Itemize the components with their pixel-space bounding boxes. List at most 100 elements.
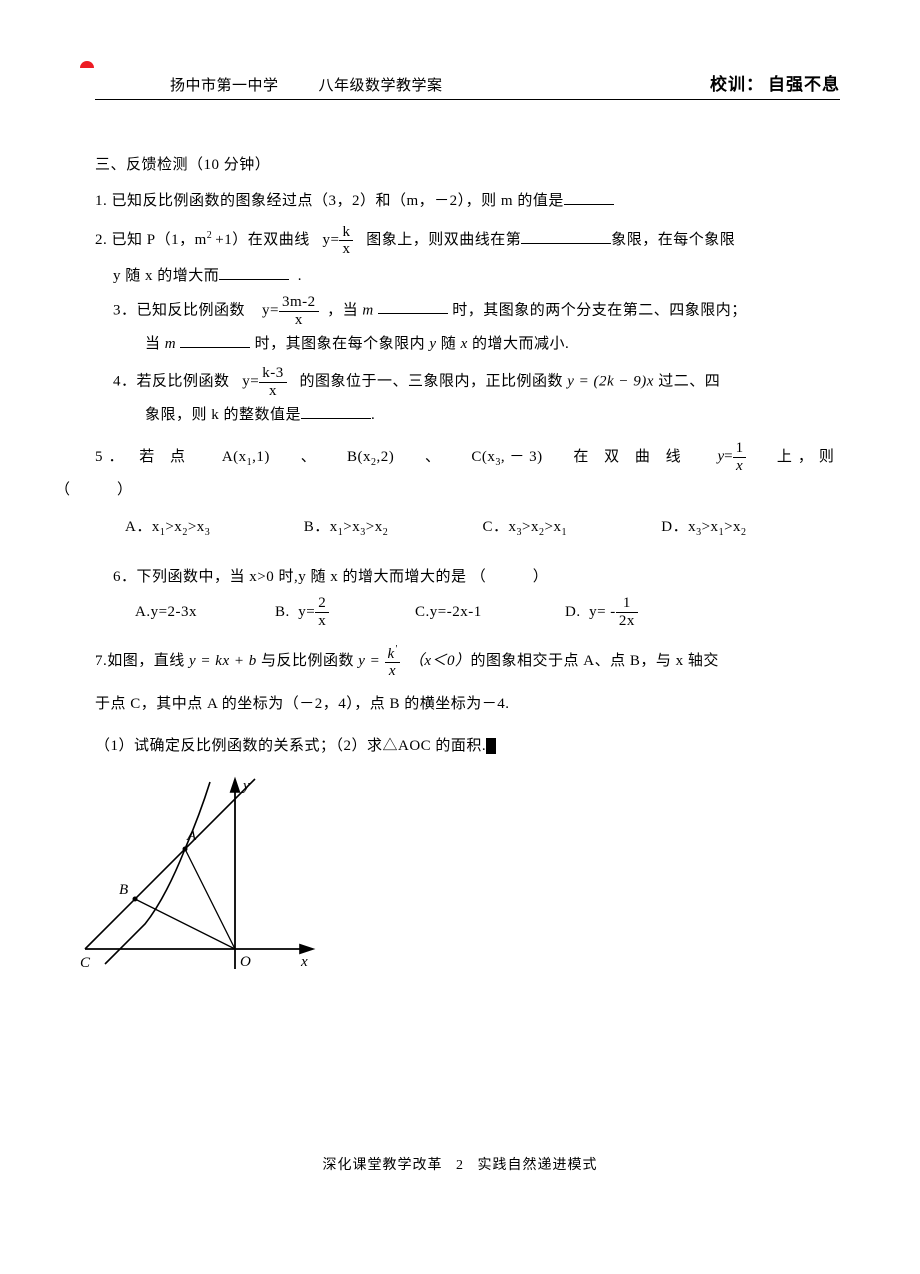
q7-mid1: 与反比例函数 — [261, 653, 354, 669]
q6-optB: B. y=2x — [275, 595, 415, 629]
q5-Bpost: ,2) — [376, 449, 394, 465]
q5-Blbl: B(x — [347, 449, 371, 465]
q5Bs0: 1 — [338, 527, 344, 538]
q2-after-blank1: 象限，在每个象限 — [611, 232, 735, 248]
q2-den: x — [339, 241, 353, 258]
q7-line3-text: （1）试确定反比例函数的关系式；（2）求△AOC 的面积. — [95, 738, 486, 754]
q5-Clbl: C(x — [471, 449, 495, 465]
question-7: 7.如图，直线 y = kx + b 与反比例函数 y = k'x （x＜0）的… — [95, 643, 840, 764]
footer: 深化课堂教学改革 2 实践自然递进模式 — [0, 1154, 920, 1174]
q6D-label: D. — [565, 597, 581, 627]
q5-optC: C．x3>x2>x1 — [483, 511, 662, 544]
figure-svg: y A B C O x — [65, 774, 325, 989]
q5-frac: 1x — [733, 440, 747, 474]
q3-blank1 — [378, 300, 448, 315]
q5Bs2: 2 — [383, 527, 389, 538]
q5-shuang: 双 — [604, 449, 625, 465]
q3-num: 3m-2 — [279, 294, 319, 312]
q7-eq1: y = kx + b — [189, 653, 257, 669]
q4-eq2: y = (2k − 9)x — [567, 373, 654, 389]
q6B-num: 2 — [315, 595, 329, 613]
q4-pre: 4．若反比例函数 — [113, 373, 230, 389]
q5-A: A(x1,1) — [222, 441, 270, 474]
q5-den: x — [733, 458, 747, 475]
q5-ze: 则 — [819, 441, 840, 474]
question-2: 2. 已知 P（1，m2 +1）在双曲线 y=kx 图象上，则双曲线在第象限，在… — [95, 222, 840, 294]
q5-optB: B．x1>x3>x2 — [304, 511, 483, 544]
q5Ds2: 2 — [741, 527, 747, 538]
q6B-y: y= — [298, 597, 315, 627]
fig-label-x: x — [300, 954, 308, 970]
q5-C: C(x3, － 3) — [471, 441, 542, 474]
q3-frac: 3m-2x — [279, 294, 319, 328]
q6D-den: 2x — [616, 613, 638, 630]
q5Ds1: 1 — [719, 527, 725, 538]
q5-num: 1 — [733, 440, 747, 458]
fig-label-B: B — [119, 882, 129, 898]
q6B-label: B. — [275, 597, 290, 627]
q5-qu: 曲 — [635, 449, 656, 465]
q5-sep1: 、 — [301, 441, 317, 474]
question-4: 4．若反比例函数 y=k-3x 的图象位于一、三象限内，正比例函数 y = (2… — [95, 365, 840, 432]
q2-sup: 2 — [207, 230, 216, 241]
q5A-label: A． — [125, 519, 152, 535]
header: 扬中市第一中学 八年级数学教学案 校训： 自强不息 — [95, 70, 840, 100]
q6D-num: 1 — [616, 595, 638, 613]
q5Ds0: 3 — [696, 527, 702, 538]
q5-neg: － — [509, 449, 525, 465]
q5-Albl: A(x — [222, 449, 247, 465]
q2-line2-pre: y 随 x 的增大而 — [113, 268, 219, 284]
footer-left: 深化课堂教学改革 — [323, 1158, 443, 1173]
q5Cs1: 2 — [539, 527, 545, 538]
q2-after-sup: +1）在双曲线 — [215, 232, 309, 248]
q5-ruo: 若 — [139, 449, 160, 465]
q4-frac: k-3x — [259, 365, 287, 399]
q2-frac: kx — [339, 224, 353, 258]
q7-ksup: ' — [395, 644, 398, 655]
q4-blank — [301, 405, 371, 420]
q5Cs0: 3 — [517, 527, 523, 538]
section-title: 三、反馈检测（10 分钟） — [95, 150, 840, 180]
q7-cond2: 的图象相交于点 A、点 B，与 x 轴交 — [471, 653, 719, 669]
q5-optA: A．x1>x2>x3 — [125, 511, 304, 544]
q6-text: 6．下列函数中，当 x>0 时,y 随 x 的增大而增大的是 （ ） — [113, 569, 548, 585]
q4-mid: 的图象位于一、三象限内，正比例函数 — [299, 373, 563, 389]
footer-page: 2 — [456, 1158, 464, 1173]
header-school: 扬中市第一中学 — [170, 74, 279, 95]
q7-k: k — [388, 646, 395, 662]
q3-line2b: 时，其图象在每个象限内 — [255, 336, 426, 352]
q3-mid1: ，当 — [327, 302, 358, 318]
q5C-label: C． — [483, 519, 509, 535]
q7-cond: （x＜0） — [409, 653, 471, 669]
q5Bs1: 3 — [360, 527, 366, 538]
question-3: 3．已知反比例函数 y=3m-2x ，当 m 时，其图象的两个分支在第二、四象限… — [95, 294, 840, 361]
cursor-icon — [486, 738, 496, 754]
q7-frac: k'x — [385, 644, 401, 680]
q3-line2d: 的增大而减小. — [472, 336, 569, 352]
q7-num: k' — [385, 644, 401, 664]
q5-choices: A．x1>x2>x3 B．x1>x3>x2 C．x3>x2>x1 D．x3>x1… — [95, 511, 840, 544]
q5-Apost: ,1) — [252, 449, 270, 465]
fig-label-O: O — [240, 954, 251, 970]
q1-text: 1. 已知反比例函数的图象经过点（3，2）和（m，－2），则 m 的值是 — [95, 193, 564, 209]
q6B-den: x — [315, 613, 329, 630]
question-6: 6．下列函数中，当 x>0 时,y 随 x 的增大而增大的是 （ ） A.y=2… — [95, 562, 840, 629]
q3-blank2 — [180, 334, 250, 349]
q6-optC: C.y=-2x-1 — [415, 597, 565, 627]
q6-optD: D. y= -12x — [565, 595, 638, 629]
q7-line2: 于点 C，其中点 A 的坐标为（－2，4），点 B 的横坐标为－4. — [95, 686, 840, 722]
fig-label-C: C — [80, 955, 91, 971]
q2-line2: y 随 x 的增大而 . — [95, 258, 840, 294]
q3-m2: m — [165, 336, 176, 352]
q1-blank — [564, 191, 614, 206]
fig-label-y: y — [241, 778, 250, 794]
page-container: 扬中市第一中学 八年级数学教学案 校训： 自强不息 三、反馈检测（10 分钟） … — [0, 0, 920, 1000]
q6D-y: y= - — [589, 597, 616, 627]
q6-choices: A.y=2-3x B. y=2x C.y=-2x-1 D. y= -12x — [95, 595, 840, 629]
q6-optA: A.y=2-3x — [135, 597, 275, 627]
q5-line: 5． 若 点 — [95, 441, 191, 474]
q5-comma: ， — [798, 441, 819, 474]
q2-pre: 2. 已知 P（1，m — [95, 232, 207, 248]
q3-m1: m — [362, 302, 373, 318]
q7-y2: y = — [358, 653, 380, 669]
